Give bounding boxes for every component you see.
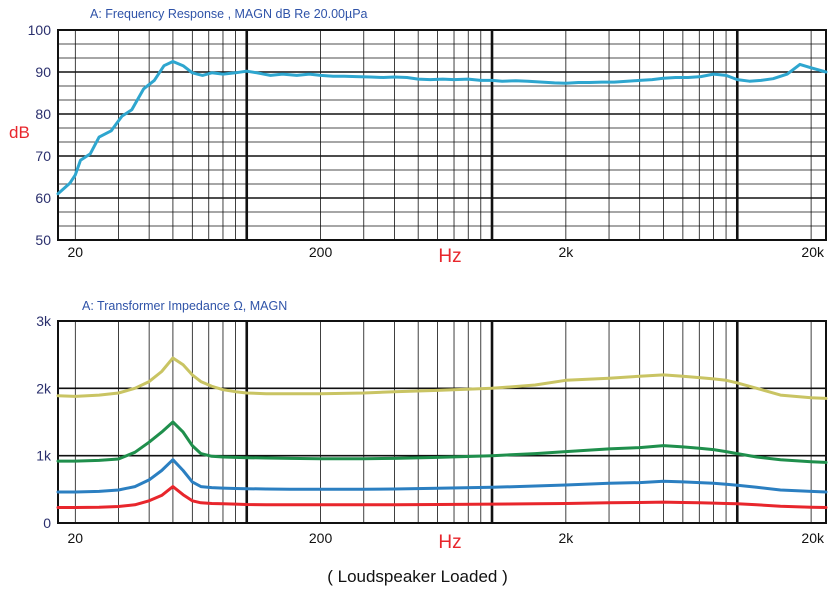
frequency-response-title: A: Frequency Response , MAGN dB Re 20.00… [90,7,368,21]
freq-y-tick-label: 100 [28,22,52,38]
imp-x-tick-label: 20 [68,530,84,546]
imp-y-tick-label: 1k [36,448,52,464]
freq-y-tick-label: 70 [35,148,51,164]
frequency-response-y-ticks: 50 60 70 80 90 100 [28,22,52,248]
frequency-response-grid [57,29,827,241]
caption: ( Loudspeaker Loaded ) [327,567,508,586]
imp-y-tick-label: 0 [43,515,51,531]
freq-plot-frame [57,29,827,241]
freq-x-tick-label: 20 [68,244,84,260]
freq-y-tick-label: 60 [35,190,51,206]
freq-x-tick-label: 20k [801,244,825,260]
hz-axis-label-bottom: Hz [438,532,461,553]
transformer-impedance-series [56,356,828,509]
transformer-impedance-grid [57,320,827,524]
db-axis-label: dB [9,123,30,142]
imp-y-tick-label: 2k [36,380,52,396]
frequency-response-chart: A: Frequency Response , MAGN dB Re 20.00… [9,7,828,267]
imp-series-line-2 [56,420,828,464]
imp-x-tick-label: 2k [558,530,574,546]
imp-x-tick-label: 20k [801,530,825,546]
hz-axis-label-top: Hz [438,246,461,267]
transformer-impedance-chart: A: Transformer Impedance Ω, MAGN Hz 0 1k 2… [36,299,828,553]
imp-plot-frame [57,320,827,524]
transformer-impedance-y-ticks: 0 1k 2k 3k [36,313,52,531]
frequency-response-x-ticks: 20 200 2k 20k [68,244,825,260]
freq-y-tick-label: 50 [35,232,51,248]
imp-series-line-4 [56,485,828,509]
freq-x-tick-label: 2k [558,244,574,260]
imp-x-tick-label: 200 [309,530,333,546]
transformer-impedance-x-ticks: 20 200 2k 20k [68,530,825,546]
freq-x-tick-label: 200 [309,244,333,260]
frequency-response-series [56,60,828,196]
transformer-impedance-title: A: Transformer Impedance Ω, MAGN [82,299,287,313]
freq-y-tick-label: 80 [35,106,51,122]
freq-y-tick-label: 90 [35,64,51,80]
freq-series-line-1 [56,60,828,196]
imp-series-line-1 [56,356,828,400]
imp-series-line-3 [56,458,828,494]
imp-y-tick-label: 3k [36,313,52,329]
